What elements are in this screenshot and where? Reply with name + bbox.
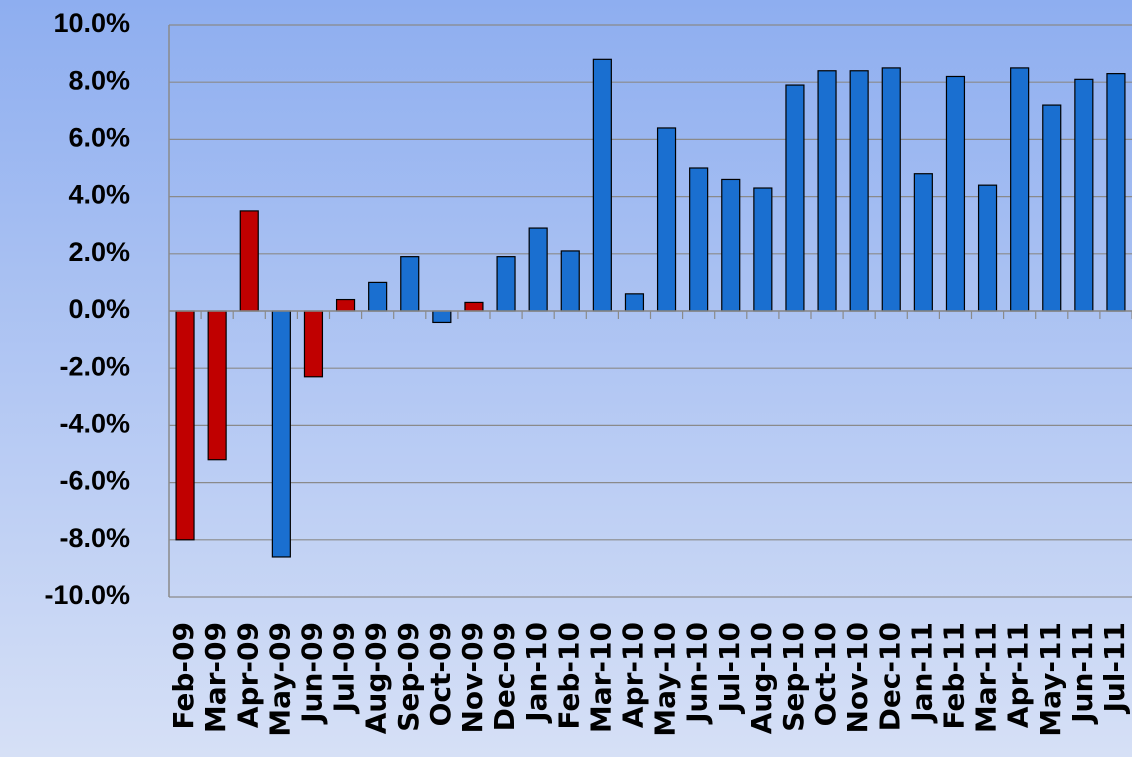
x-tick-label: Oct-10 [809,622,842,726]
bar [721,178,741,312]
bar [207,310,227,461]
y-tick-label: -10.0% [44,580,130,610]
bar [1042,104,1062,312]
x-tick-label: Dec-10 [873,622,906,731]
x-tick-label: Mar-11 [970,622,1003,733]
bar [913,173,933,312]
bar [656,127,677,312]
y-tick-label: 2.0% [68,237,130,267]
x-tick-label: Sep-10 [777,622,810,732]
bar [753,187,773,312]
x-tick-label: Mar-10 [584,622,617,733]
y-tick-label: -4.0% [59,409,130,439]
bar [881,67,901,312]
bar [528,227,548,312]
y-tick-label: 0.0% [68,294,130,324]
x-tick-label: Apr-11 [1002,622,1035,728]
bar [849,70,869,312]
x-tick-label: Aug-10 [745,622,778,734]
x-tick-label: Aug-09 [360,622,393,734]
x-tick-label: Jun-11 [1066,622,1099,725]
x-tick-label: Mar-09 [199,622,232,733]
bar [464,301,484,312]
y-tick-label: 8.0% [68,65,130,95]
x-tick-label: Jul-11 [1098,622,1131,715]
x-tick-label: Oct-09 [424,622,457,726]
bar [624,293,645,312]
x-tick-label: Apr-09 [231,622,264,728]
bar [239,210,259,312]
bar [945,75,966,312]
bar [335,298,356,312]
y-tick-label: -2.0% [59,351,130,381]
y-tick-label: 6.0% [68,123,130,153]
bar [785,84,805,312]
y-tick-label: -6.0% [59,466,130,496]
bar [1010,67,1030,312]
bar [560,250,580,312]
bar [432,310,452,324]
bar [1074,78,1094,312]
bar [271,310,291,558]
y-tick-label: 4.0% [68,180,130,210]
bar [175,310,195,541]
bar [368,281,388,312]
x-tick-label: May-09 [263,622,296,737]
x-tick-label: Jul-09 [328,622,361,715]
x-tick-label: Jun-09 [295,622,328,725]
x-tick-label: Apr-10 [616,622,649,728]
x-tick-label: Jun-10 [681,622,714,725]
x-tick-label: Feb-11 [937,622,970,730]
x-tick-label: Dec-09 [488,622,521,731]
y-tick-label: 10.0% [53,8,130,38]
x-tick-label: Feb-09 [167,622,200,730]
x-tick-label: Nov-09 [456,622,489,734]
bar [400,256,420,312]
bar [496,256,516,312]
x-tick-label: Jan-11 [905,622,938,724]
x-tick-label: Jul-10 [713,622,746,715]
x-tick-label: May-11 [1034,622,1067,737]
x-tick-label: May-10 [649,622,682,737]
x-tick-label: Feb-10 [552,622,585,730]
x-tick-label: Jan-10 [520,622,553,724]
x-tick-label: Sep-09 [392,622,425,732]
bar [689,167,709,312]
x-tick-label: Nov-10 [841,622,874,734]
y-tick-label: -8.0% [59,523,130,553]
bar [817,70,837,312]
bar [1106,73,1126,312]
bar [977,184,998,312]
bar [303,310,324,378]
bar [592,58,612,312]
